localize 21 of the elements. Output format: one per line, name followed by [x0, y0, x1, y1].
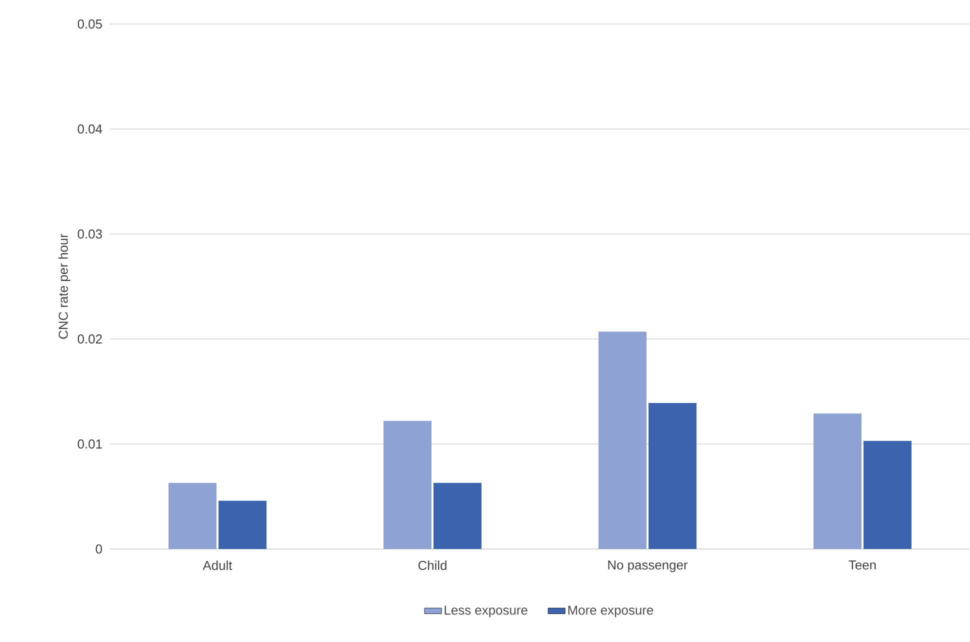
x-tick-label: Teen: [848, 560, 876, 570]
x-tick-label: No passenger: [608, 560, 688, 572]
bar: [218, 500, 266, 549]
bar: [598, 332, 647, 549]
y-tick-label: 0.04: [78, 124, 102, 134]
x-tick-label: Adult: [202, 560, 232, 570]
bar: [814, 414, 862, 549]
bar: [864, 440, 912, 549]
y-tick-label: 0.01: [78, 439, 102, 449]
bar: [384, 420, 432, 549]
y-tick-label: 0.05: [78, 19, 102, 29]
bar: [168, 482, 217, 549]
bar: [434, 482, 482, 549]
x-tick-label: Child: [418, 560, 446, 570]
y-tick-label: 0.02: [78, 334, 102, 344]
legend-label: More exposure: [568, 606, 654, 618]
y-axis-title: CNC rate per hour: [58, 234, 70, 339]
bar: [648, 403, 696, 549]
y-tick-label: 0.03: [78, 229, 102, 239]
legend-label: Less exposure: [444, 606, 528, 618]
y-tick-label: 0: [96, 544, 102, 554]
